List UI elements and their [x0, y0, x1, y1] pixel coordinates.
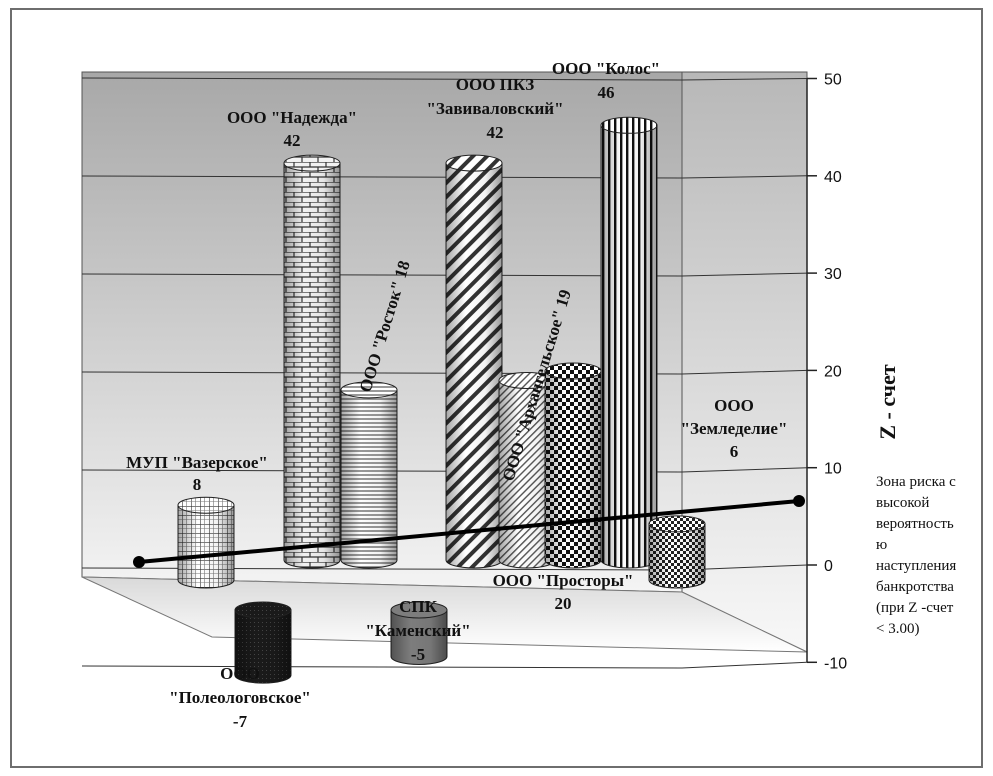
bar-shade [446, 163, 502, 568]
risk-zone-line: банкротства [876, 579, 954, 595]
bar-label-2: ООО "Надежда" 42 [227, 108, 357, 150]
risk-zone-line: ю [876, 537, 887, 553]
bar-label-line: 42 [284, 131, 301, 150]
bar-top [445, 154, 503, 172]
threshold-marker-end [793, 495, 805, 507]
bar-label-line: 20 [555, 594, 572, 613]
risk-zone-note: Зона риска с высокой вероятность ю наступлен… [876, 474, 956, 637]
bar-6 [498, 371, 556, 569]
bar-label-line: СПК [399, 597, 438, 616]
y-tick-label: 0 [824, 558, 833, 575]
y-tick-label: 40 [824, 169, 842, 186]
gridline [81, 661, 808, 669]
bar-1 [234, 601, 292, 684]
bars-group [177, 116, 706, 684]
bar-top [234, 601, 292, 619]
bar-label-7: ООО "Просторы" 20 [493, 571, 634, 613]
gridline [81, 175, 808, 179]
bar-shade [649, 523, 705, 588]
bar-9 [648, 515, 706, 589]
bar-label-line: "Земледелие" [681, 419, 788, 438]
bar-top [340, 381, 398, 399]
y-tick-label: 30 [824, 266, 842, 283]
bar-label-8: ООО "Колос" 46 [552, 59, 660, 102]
bar-label-line: 6 [730, 442, 739, 461]
gridline [81, 77, 808, 81]
bar-top [283, 154, 341, 172]
risk-zone-line: (при Z -счет [876, 600, 954, 616]
gridline [81, 272, 808, 277]
bar-2 [283, 154, 341, 569]
risk-zone-line: наступления [876, 558, 956, 574]
bar-5 [445, 154, 503, 569]
risk-zone-line: высокой [876, 495, 929, 511]
bar-shade [178, 505, 234, 588]
risk-zone-line: вероятность [876, 516, 954, 532]
y-axis-title: Z - счет [875, 364, 900, 439]
gridlines [81, 77, 808, 669]
bar-label-line: -5 [411, 645, 425, 664]
bar-label-0: МУП "Вазерское" 8 [126, 453, 268, 494]
bar-label-line: -7 [233, 712, 248, 731]
y-tick-label: 20 [824, 363, 842, 380]
y-tick-label: 10 [824, 461, 842, 478]
y-tick-label: -10 [824, 655, 847, 672]
bar-4 [390, 601, 448, 665]
bar-label-line: "Каменский" [365, 621, 470, 640]
bar-8 [600, 116, 658, 569]
bar-shade [545, 371, 601, 568]
gridline [81, 369, 808, 375]
bar-shade [391, 610, 447, 665]
gridline [81, 467, 808, 473]
bar-label-line: 42 [487, 123, 504, 142]
bar-shade [601, 125, 657, 569]
bar-label-line: ООО "Просторы" [493, 571, 634, 590]
bar-top [390, 601, 448, 619]
bar-label-line: "Завиваловский" [426, 99, 563, 118]
bar-label-line: 8 [193, 475, 202, 494]
bar-label-5: ООО ПКЗ "Завиваловский" 42 [426, 75, 563, 142]
risk-zone-text: Зона риска с высокой вероятность ю наступлен… [876, 474, 956, 637]
bar-top [648, 515, 706, 533]
chart-frame: -10 0 10 20 30 40 50 МУП "Вазерское" 8 ООО "Полео… [10, 8, 983, 768]
bar-label-4: СПК "Каменский" -5 [365, 597, 470, 664]
bar-top [177, 496, 235, 514]
bar-shade [499, 380, 555, 568]
bar-3 [340, 381, 398, 569]
risk-zone-line: Зона риска с [876, 474, 956, 490]
bar-label-1: ООО "Полеологовское" -7 [169, 664, 311, 731]
bar-label-line: 46 [598, 83, 615, 102]
y-axis: -10 0 10 20 30 40 50 [806, 72, 847, 672]
bar-top [544, 362, 602, 380]
bar-chart-svg: -10 0 10 20 30 40 50 МУП "Вазерское" 8 ООО "Полео… [81, 59, 956, 731]
risk-zone-line: < 3.00) [876, 621, 919, 637]
threshold-marker-start [133, 556, 145, 568]
bar-label-line: ООО "Надежда" [227, 108, 357, 127]
bar-7 [544, 362, 602, 569]
bar-label-line: ООО ПКЗ [456, 75, 534, 94]
bar-0 [177, 496, 235, 589]
bar-shade [284, 163, 340, 568]
bar-label-line: "Полеологовское" [169, 688, 311, 707]
bar-top [600, 116, 658, 134]
bar-label-line: ООО "Колос" [552, 59, 660, 78]
threshold-line [138, 499, 800, 564]
y-tick-label: 50 [824, 72, 842, 89]
bar-label-line: ООО [220, 664, 260, 683]
bar-label-line: МУП "Вазерское" [126, 453, 268, 472]
bar-shade [341, 389, 397, 568]
bar-label-line: ООО [714, 396, 754, 415]
bar-shade [235, 610, 291, 684]
bar-label-9: ООО "Земледелие" 6 [681, 396, 788, 461]
threshold-line-group [133, 495, 805, 568]
